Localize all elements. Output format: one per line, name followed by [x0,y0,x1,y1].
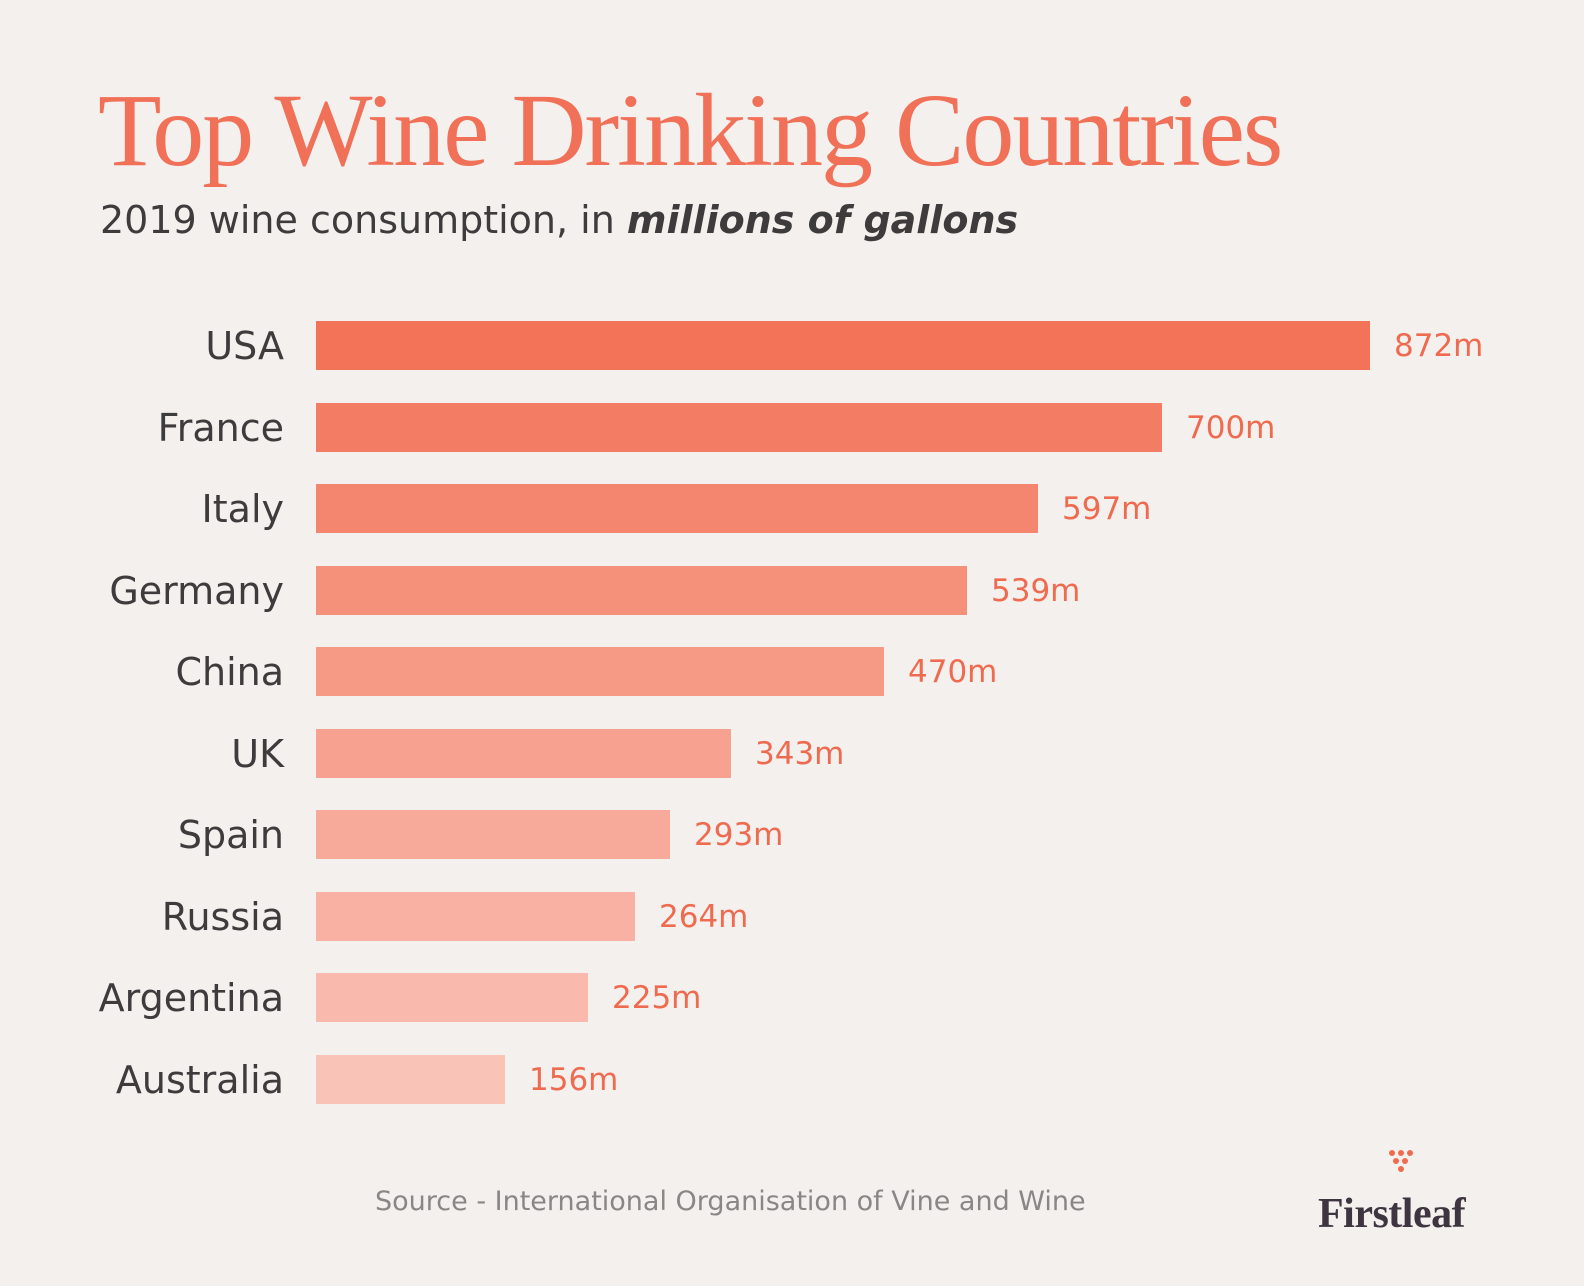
subtitle-unit: millions of gallons [626,198,1019,242]
category-label: Italy [201,487,284,531]
value-label: 156m [529,1061,619,1098]
category-label: China [175,650,284,694]
bar [316,484,1038,533]
value-label: 293m [694,817,784,853]
bar-row: Italy 597m [0,484,1584,534]
subtitle-text: 2019 wine consumption, in [100,198,627,242]
chart-title: Top Wine Drinking Countries [98,73,1283,188]
bar [316,402,1162,452]
bar [316,647,884,696]
category-label: Russia [161,894,284,939]
value-label: 539m [991,572,1081,609]
bar-row: Spain 293m [0,810,1584,860]
source-note: Source - International Organisation of V… [375,1186,1086,1217]
bar-row: Russia 264m [0,891,1584,942]
bar-row: Australia 156m [0,1054,1584,1105]
category-label: Argentina [98,976,284,1020]
bar-row: China 470m [0,647,1584,697]
value-label: 343m [755,735,845,772]
bar-row: Argentina 225m [0,973,1584,1023]
category-label: Australia [115,1057,284,1102]
bar-row: Germany 539m [0,565,1584,616]
value-label: 264m [659,898,749,935]
bar [316,565,967,615]
value-label: 225m [612,980,702,1016]
category-label: Germany [109,568,284,613]
category-label: USA [205,324,284,368]
value-label: 597m [1062,491,1152,527]
bar [316,891,635,941]
category-label: France [157,405,284,450]
bar-row: UK 343m [0,728,1584,779]
chart-subtitle: 2019 wine consumption, in millions of ga… [100,196,1018,244]
value-label: 470m [908,654,998,690]
grape-cluster-icon [1389,1150,1415,1174]
bar-row: France 700m [0,402,1584,453]
bar [316,1054,505,1104]
category-label: UK [231,731,284,776]
bar-row: USA 872m [0,321,1584,371]
brand-logo: Firstleaf [1318,1191,1466,1237]
bar [316,810,670,859]
bar [316,321,1370,370]
bar [316,973,588,1022]
bar-chart: USA 872m France 700m Italy 597m Germany 539m Chi… [0,321,1584,1105]
value-label: 872m [1394,328,1484,364]
category-label: Spain [177,813,284,857]
value-label: 700m [1186,409,1276,446]
bar [316,728,731,778]
